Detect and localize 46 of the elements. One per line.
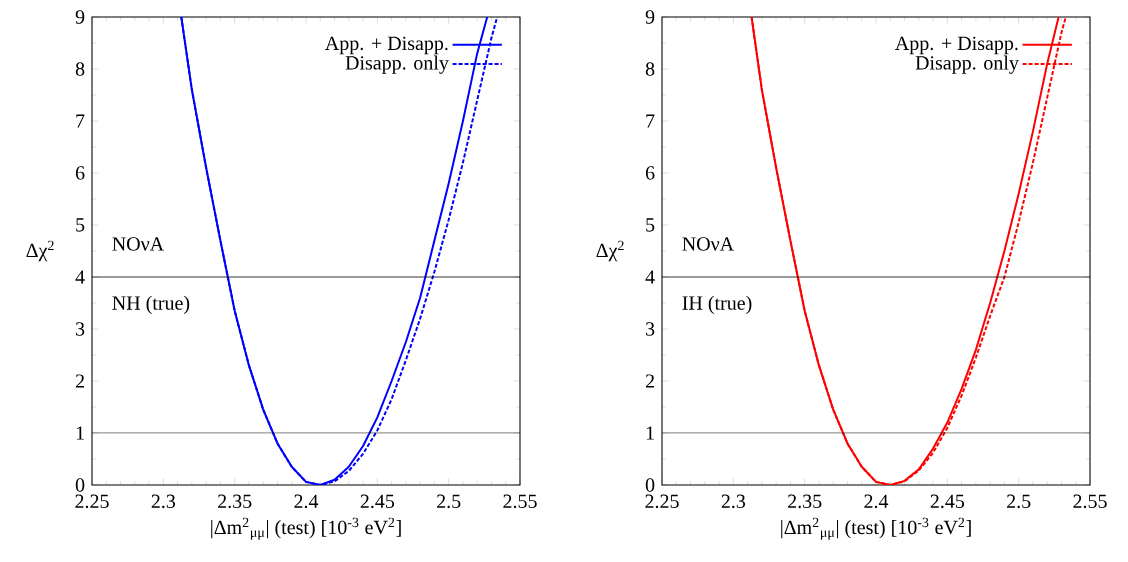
x-tick-label: 2.35 xyxy=(218,494,252,509)
y-tick-label: 9 xyxy=(75,10,85,24)
y-tick-label: 4 xyxy=(75,270,85,284)
y-tick-label: 7 xyxy=(646,114,655,128)
x-tick-label: 2.5 xyxy=(437,494,461,509)
legend-label: App. + Disapp. xyxy=(895,36,1018,55)
y-tick-label: 2 xyxy=(645,374,654,388)
x-axis-title: |Δm$^{2}$$_{μμ}$| (test) [10$^{-3}$ eV$^{2}$] xyxy=(211,517,401,540)
y-tick-label: 3 xyxy=(646,322,655,336)
y-tick-label: 5 xyxy=(76,218,85,232)
x-axis-title: |Δm$^{2}$$_{μμ}$| (test) [10$^{-3}$ eV$^{2}$] xyxy=(781,517,971,540)
y-tick-label: 8 xyxy=(75,62,85,76)
legend-label: Disapp. only xyxy=(915,55,1019,74)
legend-label: App. + Disapp. xyxy=(325,36,448,55)
annotation: IH (true) xyxy=(682,295,752,314)
y-tick-label: 7 xyxy=(76,114,85,128)
annotation: NOνA xyxy=(682,237,734,251)
x-tick-label: 2.3 xyxy=(721,494,746,509)
x-tick-label: 2.45 xyxy=(360,494,395,509)
x-tick-label: 2.25 xyxy=(645,494,679,509)
y-tick-label: 0 xyxy=(75,478,85,492)
y-tick-label: 9 xyxy=(645,10,655,24)
legend-label: Disapp. only xyxy=(345,55,449,74)
x-tick-label: 2.5 xyxy=(1007,494,1031,509)
annotation: NOνA xyxy=(112,237,164,251)
x-tick-label: 2.55 xyxy=(503,494,537,509)
y-tick-label: 6 xyxy=(645,166,655,180)
annotation: NH (true) xyxy=(112,295,190,314)
x-tick-label: 2.35 xyxy=(788,494,822,509)
y-axis-title: Δχ$^{2}$ xyxy=(26,240,54,262)
y-tick-label: 2 xyxy=(75,374,84,388)
x-tick-label: 2.25 xyxy=(75,494,109,509)
y-tick-label: 6 xyxy=(75,166,85,180)
x-tick-label: 2.55 xyxy=(1073,494,1107,509)
y-axis-title: Δχ$^{2}$ xyxy=(596,240,624,262)
y-tick-label: 1 xyxy=(646,426,654,440)
x-tick-label: 2.45 xyxy=(930,494,965,509)
x-tick-label: 2.4 xyxy=(294,494,319,509)
y-tick-label: 3 xyxy=(76,322,85,336)
y-tick-label: 1 xyxy=(76,426,84,440)
x-tick-label: 2.4 xyxy=(864,494,889,509)
x-tick-label: 2.3 xyxy=(151,494,176,509)
y-tick-label: 8 xyxy=(645,62,655,76)
y-tick-label: 4 xyxy=(645,270,655,284)
y-tick-label: 5 xyxy=(646,218,655,232)
y-tick-label: 0 xyxy=(645,478,655,492)
